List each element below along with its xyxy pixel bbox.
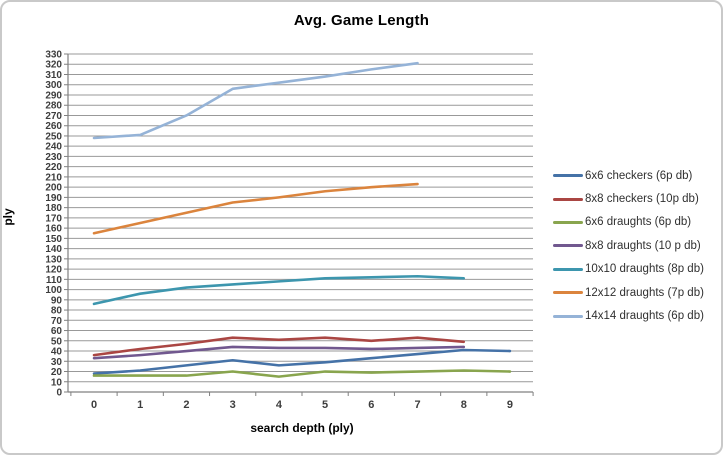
legend-item: 6x6 draughts (6p db) xyxy=(553,211,704,234)
x-tick-label: 3 xyxy=(230,399,236,411)
legend-label: 6x6 draughts (6p db) xyxy=(585,216,692,229)
series-line-12x12-draughts-7p-db- xyxy=(92,182,419,235)
y-tick-label: 190 xyxy=(45,193,62,204)
y-tick-label: 300 xyxy=(45,80,62,91)
legend-label: 12x12 draughts (7p db) xyxy=(585,286,704,299)
y-tick-label: 90 xyxy=(51,295,63,306)
legend-item: 14x14 draughts (6p db) xyxy=(553,304,704,327)
y-tick-label: 140 xyxy=(45,244,62,255)
y-tick-label: 10 xyxy=(51,377,63,388)
x-tick-label: 6 xyxy=(368,399,374,411)
y-tick-label: 220 xyxy=(45,162,62,173)
x-tick-label: 0 xyxy=(91,399,97,411)
legend-swatch-icon xyxy=(553,314,583,318)
y-tick-label: 290 xyxy=(45,90,62,101)
y-tick-label: 110 xyxy=(46,275,63,286)
legend-item: 12x12 draughts (7p db) xyxy=(553,281,704,304)
legend-swatch-icon xyxy=(553,244,583,248)
x-tick-label: 1 xyxy=(137,399,143,411)
legend-label: 8x8 draughts (10 p db) xyxy=(585,239,701,252)
y-tick-label: 260 xyxy=(45,121,62,132)
legend-swatch-icon xyxy=(553,174,583,178)
legend: 6x6 checkers (6p db) 8x8 checkers (10p db… xyxy=(553,164,704,328)
x-tick-label: 5 xyxy=(322,399,328,411)
series-line-14x14-draughts-6p-db- xyxy=(92,61,419,140)
y-tick-label: 210 xyxy=(45,172,62,183)
x-tick-label: 4 xyxy=(276,399,283,411)
x-tick-label: 9 xyxy=(507,399,513,411)
y-tick-label: 310 xyxy=(45,70,62,81)
y-tick-label: 150 xyxy=(45,234,62,245)
legend-swatch-icon xyxy=(553,267,583,271)
y-tick-label: 320 xyxy=(45,60,62,71)
y-tick-label: 100 xyxy=(45,285,62,296)
y-tick-label: 330 xyxy=(45,50,62,61)
y-tick-label: 20 xyxy=(51,367,63,378)
y-axis-title: ply xyxy=(1,208,15,226)
series-line-6x6-draughts-6p-db- xyxy=(92,369,512,378)
y-tick-label: 60 xyxy=(51,326,63,337)
series-line-8x8-checkers-10p-db- xyxy=(92,336,466,357)
legend-item: 6x6 checkers (6p db) xyxy=(553,164,704,187)
legend-swatch-icon xyxy=(553,291,583,295)
legend-item: 10x10 draughts (8p db) xyxy=(553,258,704,281)
x-tick-label: 7 xyxy=(414,399,420,411)
series-line-8x8-draughts-10-p-db- xyxy=(92,345,466,360)
y-tick-label: 130 xyxy=(45,254,62,265)
legend-label: 10x10 draughts (8p db) xyxy=(585,263,704,276)
y-tick-label: 160 xyxy=(45,224,62,235)
y-tick-label: 30 xyxy=(51,357,63,368)
legend-label: 8x8 checkers (10p db) xyxy=(585,193,699,206)
y-tick-label: 170 xyxy=(45,213,62,224)
y-tick-label: 200 xyxy=(45,183,62,194)
y-tick-label: 230 xyxy=(45,152,62,163)
legend-label: 14x14 draughts (6p db) xyxy=(585,310,704,323)
x-tick-label: 8 xyxy=(461,399,467,411)
legend-item: 8x8 draughts (10 p db) xyxy=(553,234,704,257)
y-tick-label: 70 xyxy=(51,316,63,327)
y-tick-label: 180 xyxy=(45,203,62,214)
x-axis-title: search depth (ply) xyxy=(250,421,354,435)
series-line-6x6-checkers-6p-db- xyxy=(92,348,512,375)
x-tick-label: 2 xyxy=(183,399,189,411)
y-tick-label: 240 xyxy=(45,142,62,153)
chart-title: Avg. Game Length xyxy=(293,12,430,29)
legend-label: 6x6 checkers (6p db) xyxy=(585,169,693,182)
legend-swatch-icon xyxy=(553,197,583,201)
y-tick-label: 0 xyxy=(56,388,62,399)
y-tick-label: 50 xyxy=(51,336,63,347)
series-line-10x10-draughts-8p-db- xyxy=(92,274,466,306)
y-tick-label: 270 xyxy=(45,111,62,122)
y-tick-label: 280 xyxy=(45,101,62,112)
legend-item: 8x8 checkers (10p db) xyxy=(553,187,704,210)
legend-swatch-icon xyxy=(553,220,583,224)
y-tick-label: 80 xyxy=(51,306,63,317)
y-tick-label: 250 xyxy=(45,131,62,142)
y-tick-label: 40 xyxy=(51,347,63,358)
y-tick-label: 120 xyxy=(45,265,62,276)
